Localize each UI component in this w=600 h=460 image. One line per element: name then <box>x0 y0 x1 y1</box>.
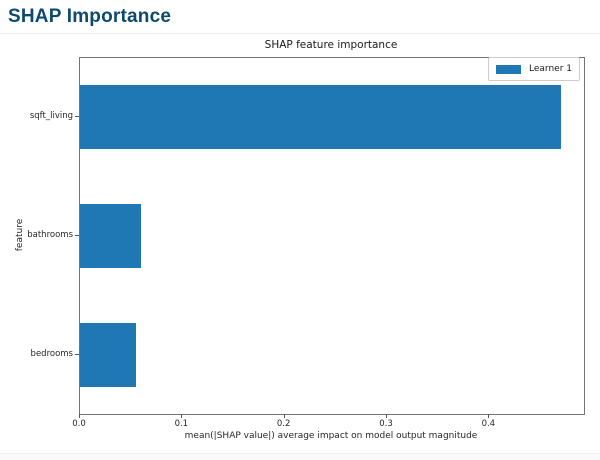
page-title: SHAP Importance <box>8 6 172 27</box>
x-tick-mark <box>79 414 80 418</box>
y-tick-label-bedrooms: bedrooms <box>30 348 73 359</box>
x-tick-mark <box>386 414 387 418</box>
x-tick-mark <box>488 414 490 418</box>
legend: Learner 1 <box>488 57 580 81</box>
chart-title: SHAP feature importance <box>264 39 398 51</box>
bar-bedrooms <box>80 322 137 387</box>
x-tick-mark <box>283 414 285 418</box>
bar-sqft_living <box>80 85 561 150</box>
plot-area: Learner 1 <box>79 57 585 415</box>
legend-label: Learner 1 <box>529 64 572 74</box>
y-tick-label-sqft_living: sqft_living <box>29 111 73 122</box>
page-header: SHAP Importance <box>0 0 600 34</box>
x-tick-label-0.2: 0.2 <box>276 419 291 429</box>
bottom-strip <box>0 453 600 460</box>
y-tick-mark <box>75 116 79 118</box>
legend-swatch-icon <box>496 64 522 74</box>
x-tick-label-0.0: 0.0 <box>72 419 86 429</box>
y-tick-mark <box>75 235 79 236</box>
x-tick-label-0.4: 0.4 <box>481 419 496 429</box>
x-axis-label: mean(|SHAP value|) average impact on mod… <box>184 431 478 441</box>
y-tick-mark <box>75 353 79 355</box>
x-tick-label-0.3: 0.3 <box>379 419 393 429</box>
x-tick-mark <box>181 414 183 418</box>
y-tick-label-bathrooms: bathrooms <box>27 230 73 240</box>
bar-bathrooms <box>80 204 142 268</box>
x-tick-label-0.1: 0.1 <box>174 419 189 429</box>
